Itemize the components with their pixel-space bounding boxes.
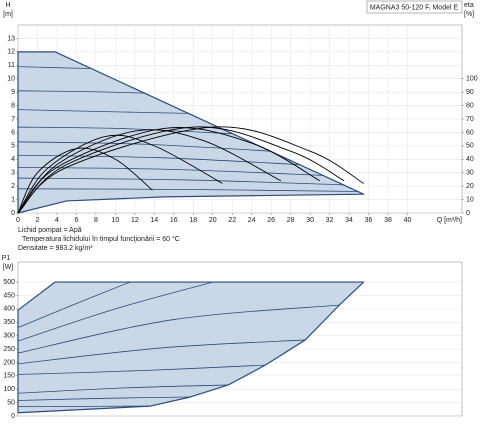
y-tick-label: 500 xyxy=(3,279,15,286)
efficiency-curve xyxy=(17,127,321,214)
x-tick-label: 36 xyxy=(365,217,373,224)
operating-area xyxy=(17,281,365,414)
x-tick-label: 32 xyxy=(326,217,334,224)
y-tick-label: 8 xyxy=(11,102,15,109)
chart-title: MAGNA3 50-120 F, Model E xyxy=(370,4,459,11)
y-tick-label: 9 xyxy=(11,89,15,96)
x-tick-label: 6 xyxy=(74,217,78,224)
y-tick-label: 2 xyxy=(11,183,15,190)
pump-curve xyxy=(17,364,266,375)
x-tick-label: 12 xyxy=(131,217,139,224)
y-tick-label: 11 xyxy=(8,62,15,69)
x-tick-label: 10 xyxy=(111,217,119,224)
efficiency-curve xyxy=(17,129,282,214)
x-tick-label: 40 xyxy=(404,217,412,224)
pump-curve xyxy=(17,177,344,186)
x-tick-label: 24 xyxy=(248,217,256,224)
y-tick-label: 450 xyxy=(3,292,15,299)
efficiency-curve xyxy=(17,134,223,214)
y-tick-label: 10 xyxy=(7,76,15,83)
efficiency-curve xyxy=(17,126,364,214)
y-tick-label: 6 xyxy=(11,129,15,136)
x-tick-label: 22 xyxy=(228,217,236,224)
y-tick-label: 250 xyxy=(3,346,15,353)
pump-curve xyxy=(17,188,359,192)
y-tick-label: 4 xyxy=(11,156,15,163)
y2-tick-label: 100 xyxy=(466,76,478,83)
pump-curve xyxy=(17,154,301,166)
y2-tick-label: 10 xyxy=(466,196,474,203)
y-tick-label: 7 xyxy=(11,116,15,123)
pump-curve xyxy=(17,405,151,408)
x-tick-label: 4 xyxy=(55,217,59,224)
x-tick-label: 8 xyxy=(94,217,98,224)
x-tick-label: 0 xyxy=(16,217,20,224)
x-tick-label: 2 xyxy=(36,217,40,224)
y2-tick-label: 0 xyxy=(466,210,470,217)
y-tick-label: 1 xyxy=(11,196,15,203)
title-box xyxy=(366,0,463,14)
y-unit: [m] xyxy=(3,11,13,18)
y2-unit: [%] xyxy=(464,11,474,18)
x-label: Q [m³/h] xyxy=(437,217,462,224)
pump-curve xyxy=(17,126,233,135)
y2-tick-label: 20 xyxy=(466,183,474,190)
y-tick-label: 50 xyxy=(7,399,15,406)
pump-curve xyxy=(17,339,306,365)
x-tick-label: 38 xyxy=(384,217,392,224)
y2-tick-label: 30 xyxy=(466,170,474,177)
y-tick-label: 12 xyxy=(7,49,15,56)
note: Lichid pompat = Apă xyxy=(18,227,82,234)
y-label: H xyxy=(5,2,10,9)
pump-curve xyxy=(17,384,229,394)
x-tick-label: 26 xyxy=(267,217,275,224)
y2-tick-label: 60 xyxy=(466,129,474,136)
y2-tick-label: 90 xyxy=(466,89,474,96)
pump-curve xyxy=(17,66,92,69)
y-tick-label: 5 xyxy=(11,143,15,150)
x-tick-label: 16 xyxy=(170,217,178,224)
pump-curve xyxy=(17,304,340,354)
y-tick-label: 0 xyxy=(11,413,15,420)
y-label: P1 xyxy=(2,255,11,262)
x-tick-label: 20 xyxy=(209,217,217,224)
pump-curve xyxy=(17,90,145,94)
y-tick-label: 0 xyxy=(11,210,15,217)
x-tick-label: 18 xyxy=(189,217,197,224)
y2-tick-label: 50 xyxy=(466,143,474,150)
y-tick-label: 400 xyxy=(3,306,15,313)
y-tick-label: 3 xyxy=(11,170,15,177)
x-tick-label: 14 xyxy=(150,217,158,224)
y-tick-label: 350 xyxy=(3,319,15,326)
x-tick-label: 34 xyxy=(345,217,353,224)
pump-curve xyxy=(17,141,272,152)
y-unit: [W] xyxy=(3,264,14,271)
pump-curve xyxy=(17,109,189,114)
pump-curve xyxy=(17,281,213,342)
y-tick-label: 100 xyxy=(3,386,15,393)
x-tick-label: 30 xyxy=(306,217,314,224)
y-tick-label: 200 xyxy=(3,359,15,366)
y2-label: eta xyxy=(464,2,474,9)
y2-tick-label: 40 xyxy=(466,156,474,163)
y-tick-label: 13 xyxy=(7,35,15,42)
y-tick-label: 300 xyxy=(3,332,15,339)
pump-curve xyxy=(17,396,191,401)
note: Densitate = 983.2 kg/m³ xyxy=(18,245,93,252)
x-tick-label: 28 xyxy=(287,217,295,224)
y2-tick-label: 70 xyxy=(466,116,474,123)
note: Temperatura lichidului în timpul funcţio… xyxy=(22,235,180,243)
efficiency-curve xyxy=(17,126,345,214)
y2-tick-label: 80 xyxy=(466,102,474,109)
y-tick-label: 150 xyxy=(3,373,15,380)
pump-curve xyxy=(17,281,131,328)
